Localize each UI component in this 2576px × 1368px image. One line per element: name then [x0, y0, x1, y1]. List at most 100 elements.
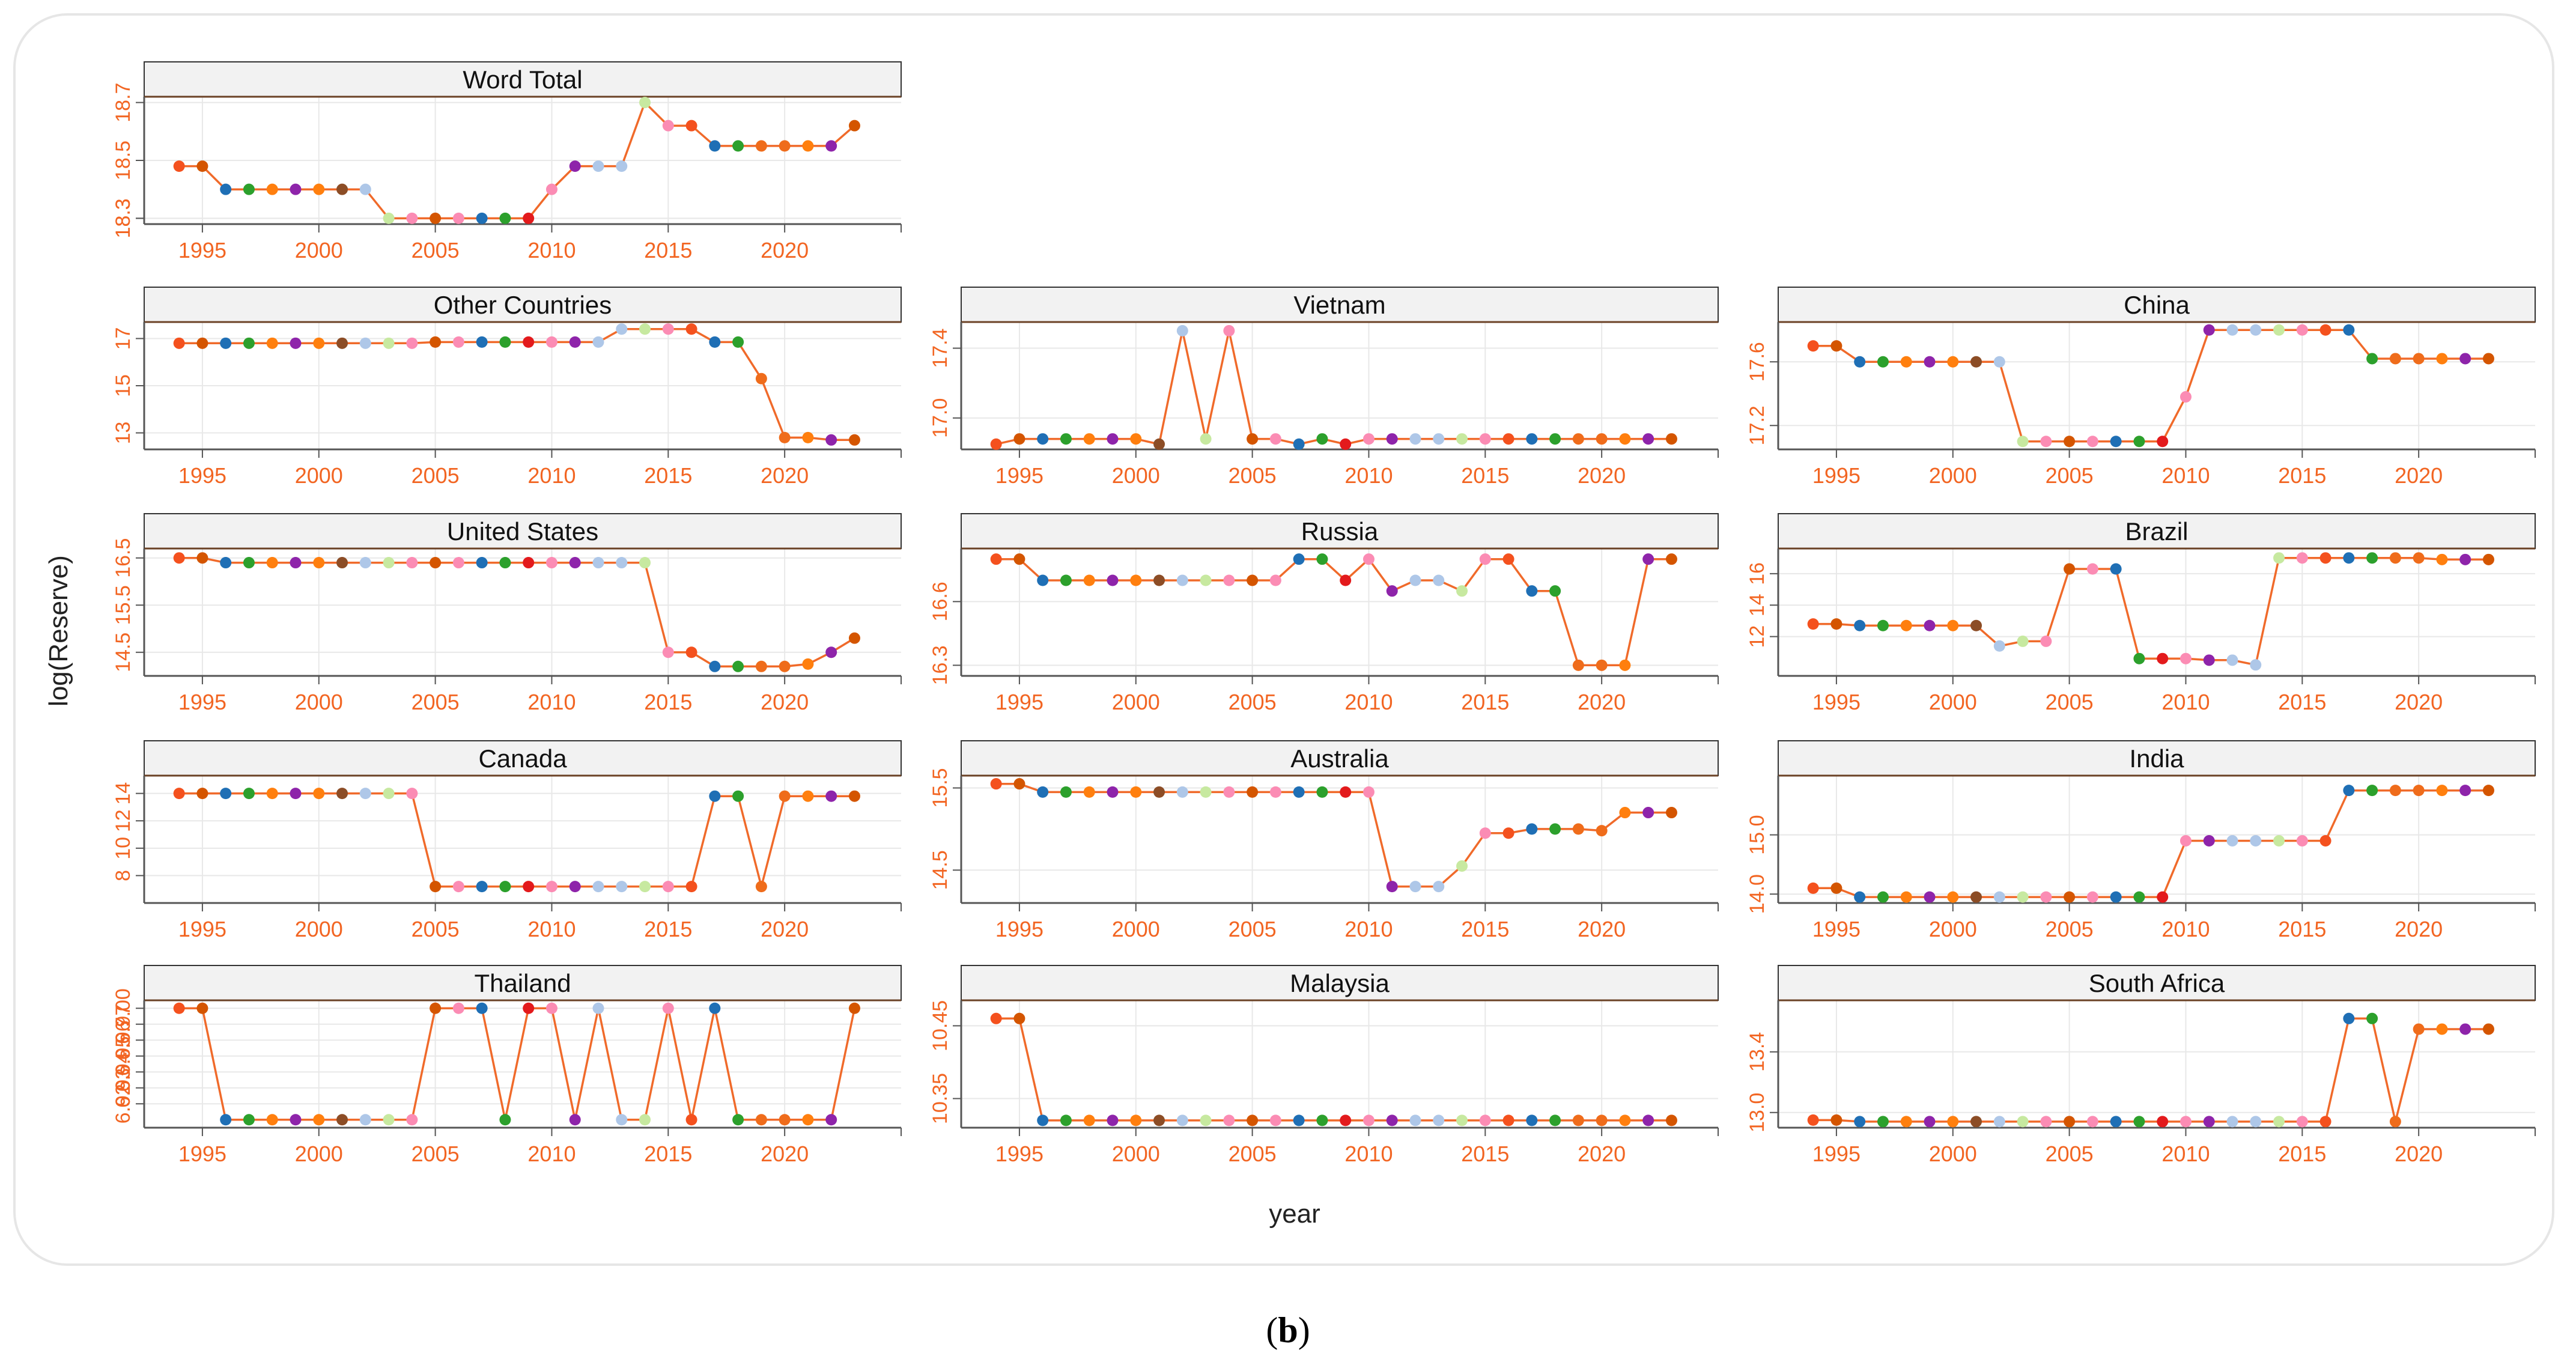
data-point-other-countries-1998	[266, 337, 278, 349]
data-point-united-states-2022	[825, 646, 837, 658]
data-point-word-total-2009	[523, 212, 535, 224]
data-point-south-africa-2009	[2157, 1116, 2169, 1128]
y-tick-label: 14.5	[929, 850, 952, 890]
data-point-brazil-1994	[1807, 618, 1819, 630]
x-tick-label: 2000	[1112, 463, 1160, 488]
data-point-india-2008	[2133, 891, 2145, 903]
data-point-malaysia-1999	[1107, 1114, 1119, 1126]
y-tick-label: 13.4	[1746, 1032, 1769, 1072]
data-point-australia-2012	[1409, 881, 1421, 893]
data-point-australia-2005	[1247, 786, 1259, 798]
data-point-south-africa-1998	[1900, 1116, 1912, 1128]
x-tick-label: 2015	[644, 463, 692, 488]
data-point-other-countries-2000	[313, 337, 325, 349]
strip-russia	[961, 513, 1719, 549]
series-line-india	[1813, 789, 2489, 898]
data-point-china-2019	[2389, 353, 2401, 365]
data-point-thailand-2013	[616, 1114, 628, 1126]
panel-united-states: United States 1995 2000 2005 2010 2015 2020 14.…	[112, 513, 902, 714]
panel-india: India 1995 2000 2005 2010 2015 2020 14.0 15.0	[1746, 740, 2536, 941]
data-point-word-total-2003	[383, 212, 395, 224]
data-point-other-countries-2005	[430, 336, 442, 348]
strip-united-states	[144, 513, 902, 549]
x-tick-label: 2000	[295, 238, 343, 263]
data-point-other-countries-2011	[569, 336, 581, 348]
data-point-russia-2007	[1293, 553, 1305, 565]
data-point-thailand-2010	[545, 1002, 557, 1014]
data-point-other-countries-2009	[523, 336, 535, 348]
data-point-vietnam-2002	[1176, 325, 1188, 337]
data-point-vietnam-2022	[1642, 433, 1654, 445]
x-tick-label: 2005	[2046, 690, 2094, 714]
y-tick-label: 16.6	[929, 582, 952, 621]
data-point-russia-2002	[1176, 574, 1188, 586]
data-point-malaysia-2007	[1293, 1114, 1305, 1126]
data-point-word-total-2022	[825, 140, 837, 152]
x-tick-label: 2010	[1344, 690, 1393, 714]
data-point-vietnam-2008	[1316, 433, 1328, 445]
x-tick-label: 2010	[2161, 917, 2210, 941]
data-point-south-africa-2003	[2017, 1116, 2029, 1128]
data-point-brazil-2011	[2203, 654, 2215, 666]
data-point-united-states-2011	[569, 557, 581, 569]
strip-title-brazil: Brazil	[2125, 517, 2188, 546]
data-point-canada-1999	[290, 788, 302, 800]
data-point-australia-1995	[1013, 778, 1025, 790]
data-point-canada-1997	[243, 788, 255, 800]
data-point-vietnam-2013	[1433, 433, 1445, 445]
y-tick-label: 12	[112, 809, 135, 832]
data-point-malaysia-2012	[1409, 1114, 1421, 1126]
x-tick-label: 2000	[1112, 1142, 1160, 1166]
data-point-word-total-1997	[243, 183, 255, 195]
y-tick-label: 7.00	[112, 988, 135, 1028]
y-tick-label: 12	[1746, 625, 1769, 648]
data-point-china-2010	[2180, 391, 2192, 403]
data-point-other-countries-2023	[848, 434, 860, 446]
data-point-south-africa-2022	[2459, 1023, 2471, 1035]
data-point-australia-2004	[1223, 786, 1235, 798]
x-tick-label: 2015	[1461, 917, 1509, 941]
data-point-russia-2014	[1456, 585, 1468, 597]
data-point-india-2005	[2064, 891, 2076, 903]
data-point-india-2021	[2436, 785, 2448, 797]
data-point-thailand-2011	[569, 1114, 581, 1126]
data-point-south-africa-2014	[2273, 1116, 2285, 1128]
data-point-australia-2017	[1526, 823, 1538, 835]
data-point-india-2016	[2319, 834, 2331, 847]
data-point-united-states-1997	[243, 557, 255, 569]
x-tick-label: 2015	[1461, 690, 1509, 714]
panel-south-africa: South Africa 1995 2000 2005 2010 2015 2020 13.0…	[1746, 965, 2536, 1166]
data-point-united-states-2009	[523, 557, 535, 569]
y-tick-label: 17	[112, 327, 135, 350]
data-point-united-states-1994	[173, 552, 185, 564]
data-point-united-states-1995	[196, 552, 208, 564]
data-point-india-2002	[1993, 891, 2005, 903]
data-point-thailand-2022	[825, 1114, 837, 1126]
data-point-thailand-2009	[523, 1002, 535, 1014]
data-point-russia-2000	[1130, 574, 1142, 586]
data-point-brazil-1997	[1877, 619, 1889, 631]
data-point-brazil-2021	[2436, 553, 2448, 565]
data-point-canada-2019	[755, 881, 767, 893]
series-line-malaysia	[996, 1017, 1672, 1122]
data-point-word-total-2015	[662, 120, 674, 132]
data-point-other-countries-2017	[709, 336, 721, 348]
y-tick-label: 16	[1746, 562, 1769, 585]
data-point-vietnam-2023	[1665, 433, 1677, 445]
y-tick-label: 8	[112, 870, 135, 881]
data-point-word-total-2014	[639, 97, 651, 109]
data-point-india-1996	[1854, 891, 1866, 903]
y-tick-label: 15	[112, 374, 135, 397]
data-point-canada-2010	[545, 881, 557, 893]
data-point-russia-2003	[1200, 574, 1212, 586]
data-point-other-countries-2020	[779, 431, 791, 443]
data-point-word-total-2016	[685, 120, 697, 132]
data-point-brazil-2009	[2157, 652, 2169, 664]
data-point-south-africa-2011	[2203, 1116, 2215, 1128]
data-point-china-2009	[2157, 436, 2169, 448]
data-point-other-countries-2018	[732, 336, 744, 348]
data-point-thailand-1996	[220, 1114, 232, 1126]
strip-vietnam	[961, 287, 1719, 323]
x-tick-label: 2005	[2046, 917, 2094, 941]
